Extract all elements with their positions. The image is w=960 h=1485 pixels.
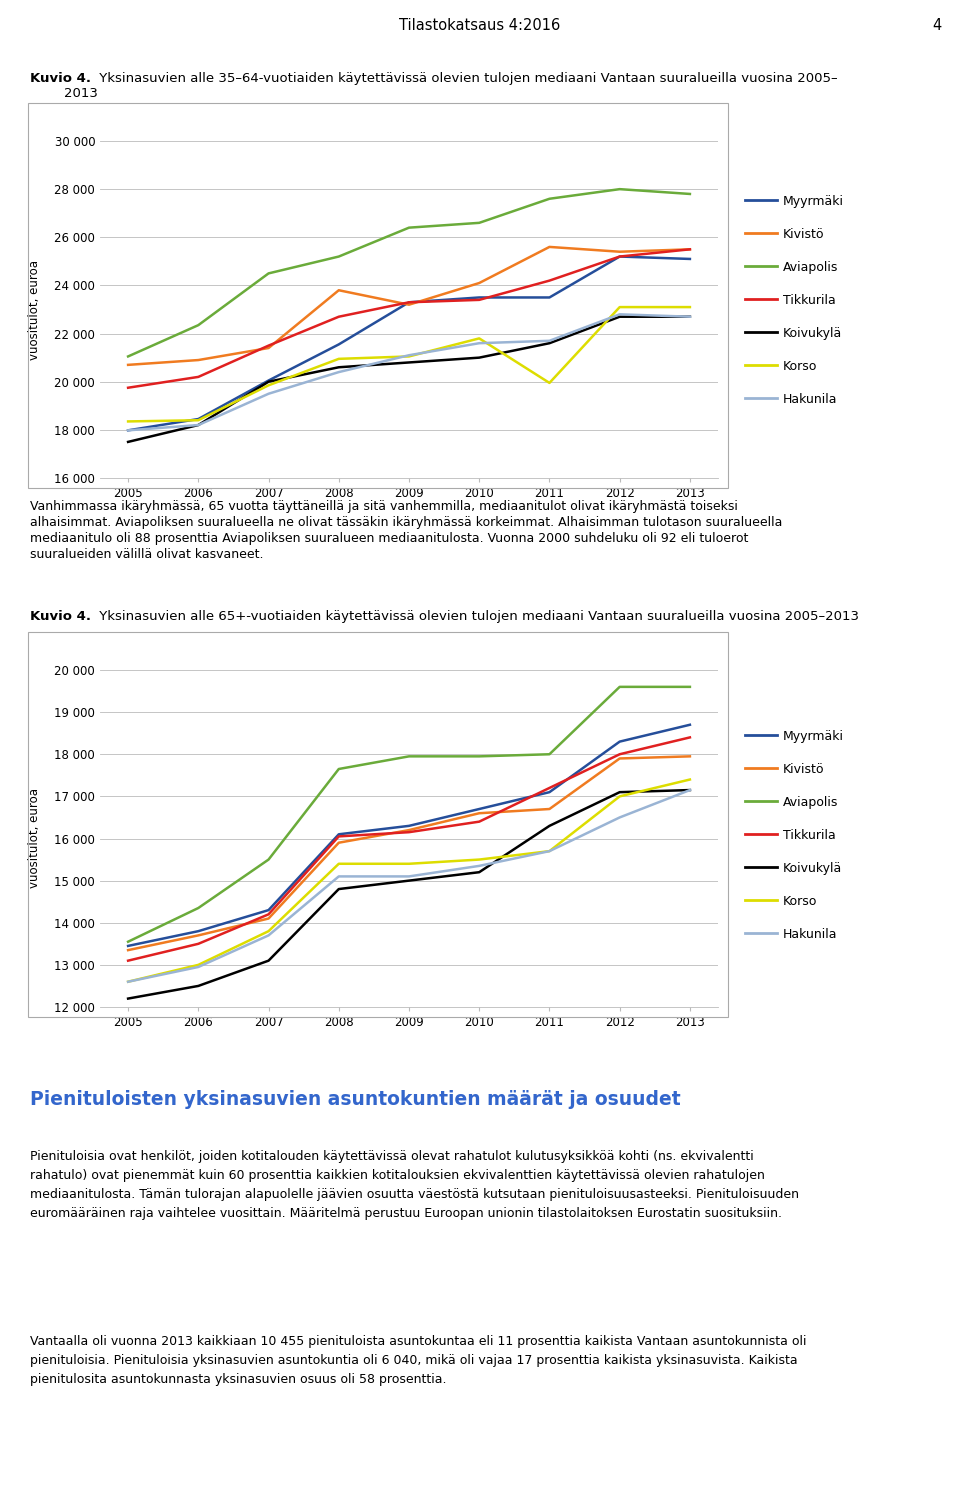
Text: Aviapolis: Aviapolis [783, 261, 838, 275]
Text: pienitulosita asuntokunnasta yksinasuvien osuus oli 58 prosenttia.: pienitulosita asuntokunnasta yksinasuvie… [30, 1374, 446, 1386]
Text: Kivistö: Kivistö [783, 229, 825, 241]
Text: alhaisimmat. Aviapoliksen suuralueella ne olivat tässäkin ikäryhmässä korkeimmat: alhaisimmat. Aviapoliksen suuralueella n… [30, 515, 782, 529]
Text: Yksinasuvien alle 35–64-vuotiaiden käytettävissä olevien tulojen mediaani Vantaa: Yksinasuvien alle 35–64-vuotiaiden käyte… [95, 71, 838, 85]
Text: 4: 4 [933, 18, 942, 33]
Text: suuralueiden välillä olivat kasvaneet.: suuralueiden välillä olivat kasvaneet. [30, 548, 263, 561]
Text: Aviapolis: Aviapolis [783, 796, 838, 809]
Text: Vanhimmassa ikäryhmässä, 65 vuotta täyttäneillä ja sitä vanhemmilla, mediaanitul: Vanhimmassa ikäryhmässä, 65 vuotta täytt… [30, 500, 738, 512]
Text: Tikkurila: Tikkurila [783, 294, 836, 307]
Text: Pienituloisten yksinasuvien asuntokuntien määrät ja osuudet: Pienituloisten yksinasuvien asuntokuntie… [30, 1090, 681, 1109]
Text: Myyrmäki: Myyrmäki [783, 195, 844, 208]
Text: Tilastokatsaus 4:2016: Tilastokatsaus 4:2016 [399, 18, 561, 33]
Text: Koivukylä: Koivukylä [783, 861, 842, 875]
Text: Korso: Korso [783, 359, 817, 373]
Text: pienituloisia. Pienituloisia yksinasuvien asuntokuntia oli 6 040, mikä oli vajaa: pienituloisia. Pienituloisia yksinasuvie… [30, 1354, 798, 1368]
Text: Korso: Korso [783, 895, 817, 907]
Text: Hakunila: Hakunila [783, 928, 837, 941]
Text: Tikkurila: Tikkurila [783, 829, 836, 842]
Text: 2013: 2013 [64, 88, 98, 99]
Y-axis label: vuositulot, euroa: vuositulot, euroa [28, 789, 41, 888]
Text: euromääräinen raja vaihtelee vuosittain. Määritelmä perustuu Euroopan unionin ti: euromääräinen raja vaihtelee vuosittain.… [30, 1207, 782, 1221]
Text: rahatulo) ovat pienemmät kuin 60 prosenttia kaikkien kotitalouksien ekvivalentti: rahatulo) ovat pienemmät kuin 60 prosent… [30, 1169, 765, 1182]
Text: Yksinasuvien alle 65+-vuotiaiden käytettävissä olevien tulojen mediaani Vantaan : Yksinasuvien alle 65+-vuotiaiden käytett… [95, 610, 859, 624]
Text: mediaanitulosta. Tämän tulorajan alapuolelle jäävien osuutta väestöstä kutsutaan: mediaanitulosta. Tämän tulorajan alapuol… [30, 1188, 799, 1201]
Text: Kuvio 4.: Kuvio 4. [30, 71, 91, 85]
Y-axis label: vuositulot, euroa: vuositulot, euroa [28, 260, 41, 359]
Text: Koivukylä: Koivukylä [783, 327, 842, 340]
Text: Kuvio 4.: Kuvio 4. [30, 610, 91, 624]
Text: Pienituloisia ovat henkilöt, joiden kotitalouden käytettävissä olevat rahatulot : Pienituloisia ovat henkilöt, joiden koti… [30, 1149, 754, 1163]
Text: mediaanitulo oli 88 prosenttia Aviapoliksen suuralueen mediaanitulosta. Vuonna 2: mediaanitulo oli 88 prosenttia Aviapolik… [30, 532, 749, 545]
Text: Myyrmäki: Myyrmäki [783, 731, 844, 742]
Text: Hakunila: Hakunila [783, 394, 837, 405]
Text: Kivistö: Kivistö [783, 763, 825, 777]
Text: Vantaalla oli vuonna 2013 kaikkiaan 10 455 pienituloista asuntokuntaa eli 11 pro: Vantaalla oli vuonna 2013 kaikkiaan 10 4… [30, 1335, 806, 1348]
